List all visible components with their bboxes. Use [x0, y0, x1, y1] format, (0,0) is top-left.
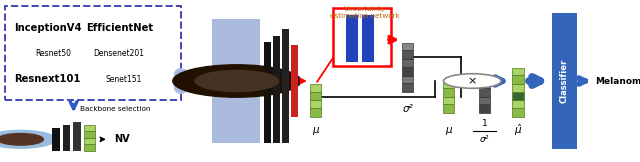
Text: Backbone selection: Backbone selection — [80, 105, 150, 112]
Bar — [84, 144, 95, 151]
Circle shape — [0, 133, 44, 145]
FancyBboxPatch shape — [333, 8, 391, 66]
Bar — [362, 15, 374, 62]
Bar — [52, 128, 60, 151]
Text: Resnext101: Resnext101 — [14, 74, 81, 84]
Bar — [512, 92, 524, 100]
Bar — [310, 84, 321, 92]
Bar — [84, 125, 95, 131]
Circle shape — [0, 130, 56, 148]
Text: μ: μ — [312, 125, 319, 135]
Bar — [402, 67, 413, 76]
FancyBboxPatch shape — [5, 6, 181, 100]
Bar — [552, 13, 577, 149]
Bar — [310, 100, 321, 108]
Text: 1: 1 — [482, 119, 487, 128]
Text: ×: × — [468, 76, 477, 86]
Text: Melanoma: Melanoma — [595, 76, 640, 86]
Bar — [479, 97, 490, 104]
Circle shape — [444, 74, 501, 88]
Bar — [63, 125, 70, 151]
Bar — [264, 42, 271, 143]
Bar — [479, 81, 490, 88]
Text: μ: μ — [445, 125, 452, 135]
Bar — [291, 45, 298, 117]
Bar — [443, 97, 454, 104]
Text: Classifier: Classifier — [560, 59, 569, 103]
Bar — [402, 59, 413, 67]
Text: σ²: σ² — [480, 135, 489, 144]
Text: EfficientNet: EfficientNet — [86, 23, 154, 33]
Bar — [479, 88, 490, 97]
Text: Densenet201: Densenet201 — [93, 49, 144, 58]
Text: Senet151: Senet151 — [106, 75, 142, 84]
Bar — [402, 50, 413, 59]
Bar — [84, 131, 95, 138]
Bar — [512, 75, 524, 84]
Bar — [73, 122, 81, 151]
Text: InceptionV4: InceptionV4 — [14, 23, 82, 33]
Bar — [402, 43, 413, 50]
Circle shape — [195, 70, 278, 92]
Bar — [512, 84, 524, 92]
Bar — [84, 138, 95, 144]
Bar — [346, 15, 358, 62]
Bar — [273, 36, 280, 143]
Bar — [512, 100, 524, 108]
Text: NV: NV — [114, 134, 129, 144]
Bar — [512, 68, 524, 75]
Bar — [512, 108, 524, 117]
Text: σ²: σ² — [403, 104, 413, 114]
Bar — [402, 76, 413, 83]
Circle shape — [173, 65, 301, 97]
Bar — [443, 88, 454, 97]
Text: Resnet50: Resnet50 — [35, 49, 71, 58]
Bar — [310, 108, 321, 117]
Bar — [443, 81, 454, 88]
Bar — [282, 29, 289, 143]
Bar — [212, 19, 260, 143]
Bar — [402, 83, 413, 92]
Bar — [443, 104, 454, 113]
Text: Uncertainty
estimation network: Uncertainty estimation network — [330, 6, 400, 19]
Bar — [479, 104, 490, 113]
Bar — [310, 92, 321, 100]
Text: μ̂: μ̂ — [515, 124, 521, 135]
